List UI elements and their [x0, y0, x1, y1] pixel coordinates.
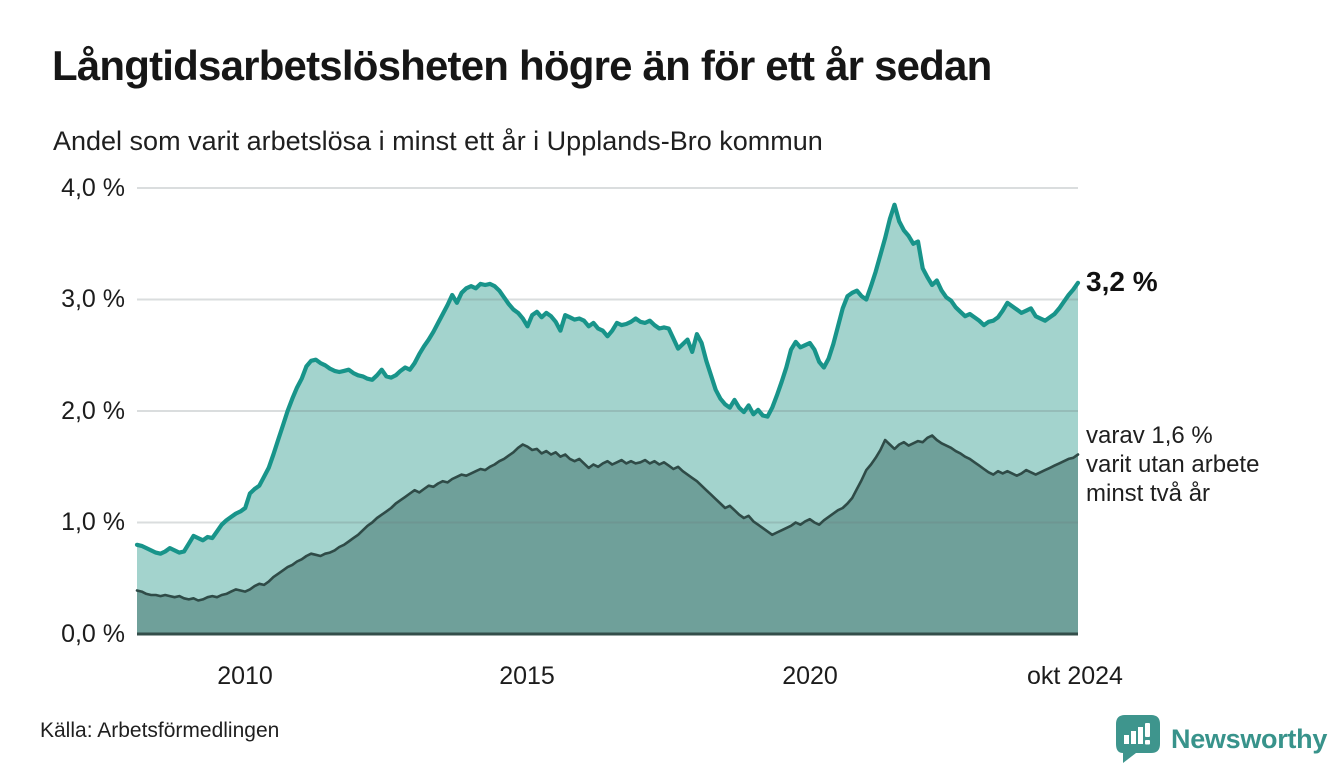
page-title: Långtidsarbetslösheten högre än för ett …: [52, 42, 992, 89]
subset-annotation-line1: varav 1,6 %: [1086, 422, 1213, 449]
newsworthy-logo: Newsworthy: [1115, 714, 1327, 764]
newsworthy-pin-icon: [1116, 715, 1160, 763]
y-tick-0: 0,0 %: [61, 620, 125, 648]
subset-annotation-line3: minst två år: [1086, 480, 1211, 507]
area-minst-tva-ar: [137, 435, 1078, 634]
chart-subtitle: Andel som varit arbetslösa i minst ett å…: [53, 126, 823, 156]
y-tick-1: 1,0 %: [61, 508, 125, 536]
x-tick-okt2024: okt 2024: [1027, 662, 1123, 690]
y-tick-4: 4,0 %: [61, 174, 125, 202]
latest-value-label: 3,2 %: [1086, 266, 1158, 297]
subset-annotation-line2: varit utan arbete: [1086, 451, 1260, 478]
x-tick-2010: 2010: [217, 662, 273, 690]
x-tick-2020: 2020: [782, 662, 838, 690]
brand-name: Newsworthy: [1171, 723, 1328, 754]
y-tick-3: 3,0 %: [61, 285, 125, 313]
line-minst-ett-ar: [134, 202, 1081, 556]
line-minst-tva-ar: [135, 434, 1080, 602]
y-tick-2: 2,0 %: [61, 397, 125, 425]
subset-annotation: varav 1,6 % varit utan arbete minst två …: [1086, 421, 1259, 508]
source-credit: Källa: Arbetsförmedlingen: [40, 719, 280, 742]
x-tick-2015: 2015: [499, 662, 555, 690]
